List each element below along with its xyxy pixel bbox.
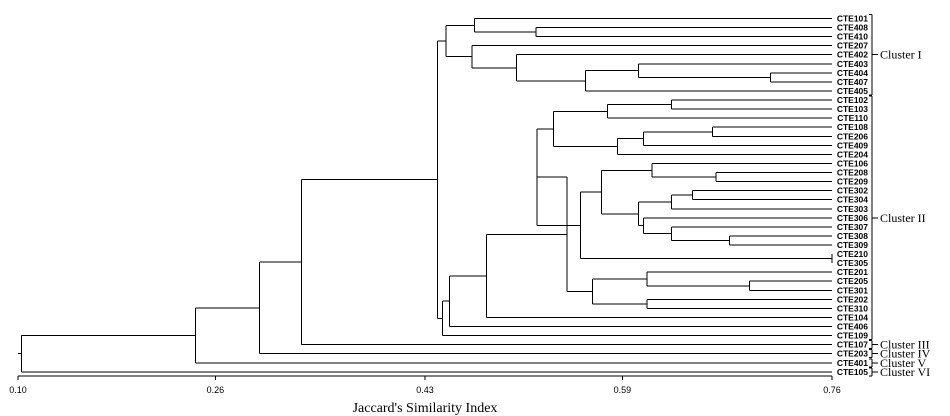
leaf-label-cte403: CTE403 [837, 59, 868, 69]
leaf-label-cte309: CTE309 [837, 240, 868, 250]
cluster-bracket-1: Cluster I [869, 14, 922, 96]
leaf-label-cte406: CTE406 [837, 322, 868, 332]
leaf-label-cte409: CTE409 [837, 140, 868, 150]
leaf-label-cte405: CTE405 [837, 86, 868, 96]
leaf-label-cte202: CTE202 [837, 294, 868, 304]
leaf-label-cte404: CTE404 [837, 68, 868, 78]
x-tick-label-0.26: 0.26 [207, 385, 225, 395]
leaf-label-cte104: CTE104 [837, 312, 868, 322]
leaf-label-cte208: CTE208 [837, 168, 868, 178]
cluster-label-1: Cluster I [880, 48, 922, 62]
leaf-label-cte103: CTE103 [837, 104, 868, 114]
cluster-label-5: Cluster V [880, 356, 926, 370]
leaf-label-cte307: CTE307 [837, 222, 868, 232]
cluster-bracket-4: Cluster IV [869, 347, 931, 361]
leaf-label-cte102: CTE102 [837, 95, 868, 105]
leaf-label-cte206: CTE206 [837, 131, 868, 141]
leaf-label-cte109: CTE109 [837, 331, 868, 341]
leaf-label-cte304: CTE304 [837, 195, 868, 205]
leaf-label-cte108: CTE108 [837, 122, 868, 132]
leaf-label-cte209: CTE209 [837, 177, 868, 187]
cluster-label-4: Cluster IV [880, 347, 931, 361]
leaf-label-cte106: CTE106 [837, 158, 868, 168]
x-tick-label-0.43: 0.43 [416, 385, 434, 395]
leaf-label-cte203: CTE203 [837, 349, 868, 359]
cluster-label-3: Cluster III [880, 338, 930, 352]
leaf-label-cte305: CTE305 [837, 258, 868, 268]
leaf-label-cte303: CTE303 [837, 204, 868, 214]
cluster-bracket-6: Cluster VI [869, 365, 930, 379]
leaf-labels: CTE101CTE408CTE410CTE207CTE402CTE403CTE4… [837, 14, 868, 377]
x-tick-label-0.10: 0.10 [9, 385, 27, 395]
leaf-label-cte110: CTE110 [837, 113, 868, 123]
leaf-label-cte401: CTE401 [837, 358, 868, 368]
x-axis-title: Jaccard's Similarity Index [353, 401, 498, 416]
cluster-label-2: Cluster II [880, 211, 926, 225]
leaf-label-cte205: CTE205 [837, 276, 868, 286]
leaf-label-cte105: CTE105 [837, 367, 868, 377]
cluster-bracket-2: Cluster II [869, 95, 926, 341]
leaf-label-cte310: CTE310 [837, 303, 868, 313]
cluster-label-6: Cluster VI [880, 365, 930, 379]
leaf-label-cte308: CTE308 [837, 231, 868, 241]
leaf-label-cte410: CTE410 [837, 32, 868, 42]
leaf-label-cte204: CTE204 [837, 149, 868, 159]
leaf-label-cte210: CTE210 [837, 249, 868, 259]
x-axis-ticks: 0.10 0.26 0.43 0.59 0.76 [9, 376, 841, 395]
x-tick-label-0.76: 0.76 [823, 385, 841, 395]
leaf-label-cte201: CTE201 [837, 267, 868, 277]
leaf-label-cte207: CTE207 [837, 41, 868, 51]
x-axis: 0.10 0.26 0.43 0.59 0.76 [9, 375, 841, 395]
leaf-label-cte407: CTE407 [837, 77, 868, 87]
leaf-label-cte301: CTE301 [837, 285, 868, 295]
cluster-bracket-5: Cluster V [869, 356, 926, 370]
leaf-label-cte101: CTE101 [837, 14, 868, 24]
leaf-label-cte107: CTE107 [837, 340, 868, 350]
x-tick-label-0.59: 0.59 [614, 385, 632, 395]
leaf-label-cte402: CTE402 [837, 50, 868, 60]
leaf-label-cte408: CTE408 [837, 23, 868, 33]
dendrogram-branches [18, 18, 833, 373]
leaf-label-cte306: CTE306 [837, 213, 868, 223]
cluster-bracket-3: Cluster III [869, 338, 930, 352]
leaf-label-cte302: CTE302 [837, 186, 868, 196]
